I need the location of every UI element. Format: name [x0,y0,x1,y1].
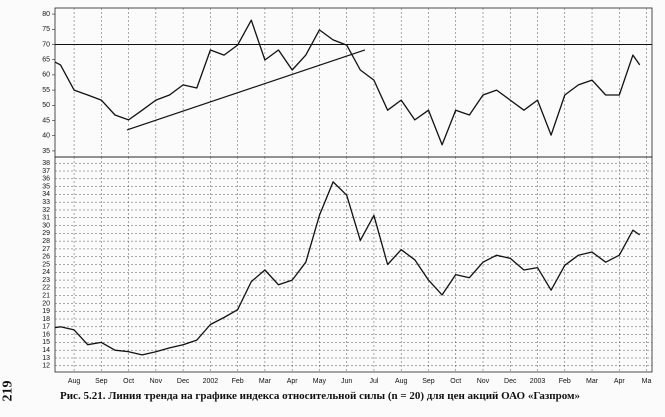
y-tick-label: 22 [42,285,50,292]
x-tick-label: Aug [68,378,81,385]
y-tick-label: 70 [42,41,50,48]
x-tick-label: Oct [450,378,461,385]
x-tick-label: Nov [150,378,163,385]
y-tick-label: 13 [42,355,50,362]
x-tick-label: Sep [422,378,435,385]
y-tick-label: 30 [42,222,50,229]
x-tick-label: 2002 [203,378,219,385]
x-tick-label: Apr [614,378,626,385]
y-tick-label: 15 [42,339,50,346]
y-tick-label: 31 [42,215,50,222]
series-line [54,181,641,356]
y-tick-label: 16 [42,331,50,338]
x-tick-label: Ma [642,378,652,385]
y-tick-label: 18 [42,316,50,323]
y-tick-label: 65 [42,57,50,64]
series-line [54,19,641,146]
page-number: 219 [0,380,16,402]
caption: Рис. 5.21. Линия тренда на графике индек… [60,390,581,402]
y-tick-label: 26 [42,254,50,261]
x-tick-label: May [313,378,327,385]
plot-frame [54,7,653,158]
x-tick-label: Jul [369,378,378,385]
y-tick-label: 32 [42,207,50,214]
x-tick-label: Sep [95,378,108,385]
y-tick-label: 80 [42,11,50,18]
y-tick-label: 21 [42,293,50,300]
x-tick-label: Jun [341,378,352,385]
y-tick-label: 28 [42,238,50,245]
y-tick-label: 24 [42,269,50,276]
x-tick-label: Oct [123,378,134,385]
y-tick-label: 20 [42,300,50,307]
y-tick-label: 55 [42,87,50,94]
x-tick-label: Feb [232,378,244,385]
y-tick-label: 19 [42,308,50,315]
y-tick-label: 27 [42,246,50,253]
x-tick-label: Mar [259,378,272,385]
y-tick-label: 25 [42,261,50,268]
y-tick-label: 40 [42,133,50,140]
y-tick-label: 36 [42,176,50,183]
y-tick-label: 14 [42,347,50,354]
y-tick-label: 37 [42,168,50,175]
y-tick-label: 75 [42,26,50,33]
y-tick-label: 50 [42,102,50,109]
trend-line [126,49,366,131]
y-tick-label: 17 [42,324,50,331]
y-tick-label: 35 [42,183,50,190]
x-tick-label: 2003 [530,378,546,385]
x-tick-label: Aug [395,378,408,385]
y-tick-label: 35 [42,148,50,155]
y-tick-label: 60 [42,72,50,79]
y-tick-label: 34 [42,191,50,198]
y-tick-label: 45 [42,117,50,124]
x-tick-label: Nov [477,378,490,385]
y-tick-label: 38 [42,160,50,167]
y-tick-label: 29 [42,230,50,237]
x-tick-label: Dec [177,378,190,385]
x-tick-label: Dec [504,378,517,385]
chart: 35 40 45 50 55 60 65 70 75 80 12131415161718192021… [42,7,653,385]
y-tick-label: 12 [42,363,50,370]
x-tick-label: Feb [559,378,571,385]
y-tick-label: 33 [42,199,50,206]
x-tick-label: Mar [586,378,599,385]
y-tick-label: 23 [42,277,50,284]
x-tick-label: Apr [287,378,299,385]
